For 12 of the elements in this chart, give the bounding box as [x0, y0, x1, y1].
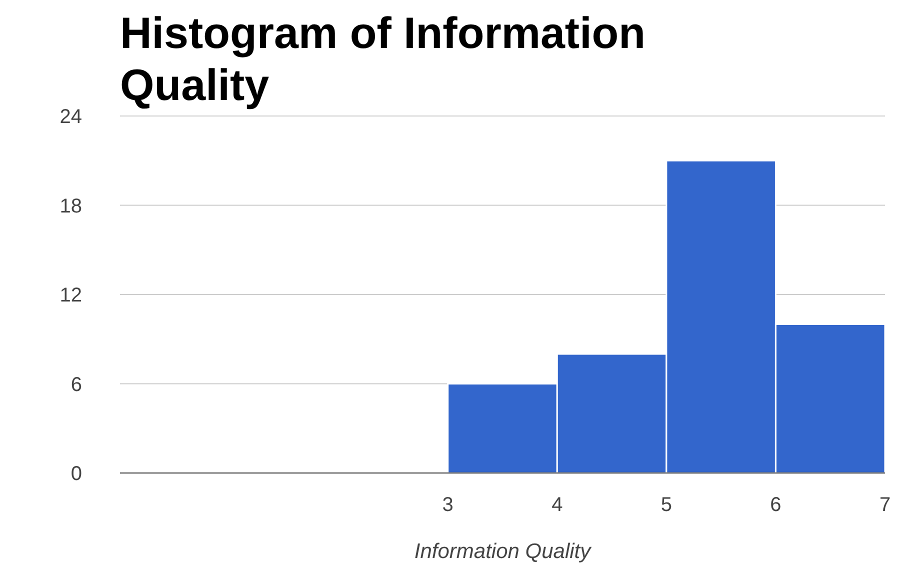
- x-axis-title: Information Quality: [414, 540, 592, 563]
- y-tick-label: 24: [60, 106, 82, 128]
- x-tick-label: 6: [770, 494, 782, 516]
- y-tick-label: 12: [60, 284, 82, 307]
- chart-title: Histogram of Information Quality: [120, 8, 647, 112]
- x-tick-label: 5: [660, 494, 672, 516]
- x-tick-label: 7: [879, 494, 891, 516]
- y-tick-label: 6: [70, 374, 82, 396]
- y-tick-label: 0: [70, 463, 82, 486]
- y-tick-label: 18: [60, 195, 82, 218]
- x-tick-label: 3: [442, 494, 454, 516]
- x-tick-label: 4: [552, 494, 563, 516]
